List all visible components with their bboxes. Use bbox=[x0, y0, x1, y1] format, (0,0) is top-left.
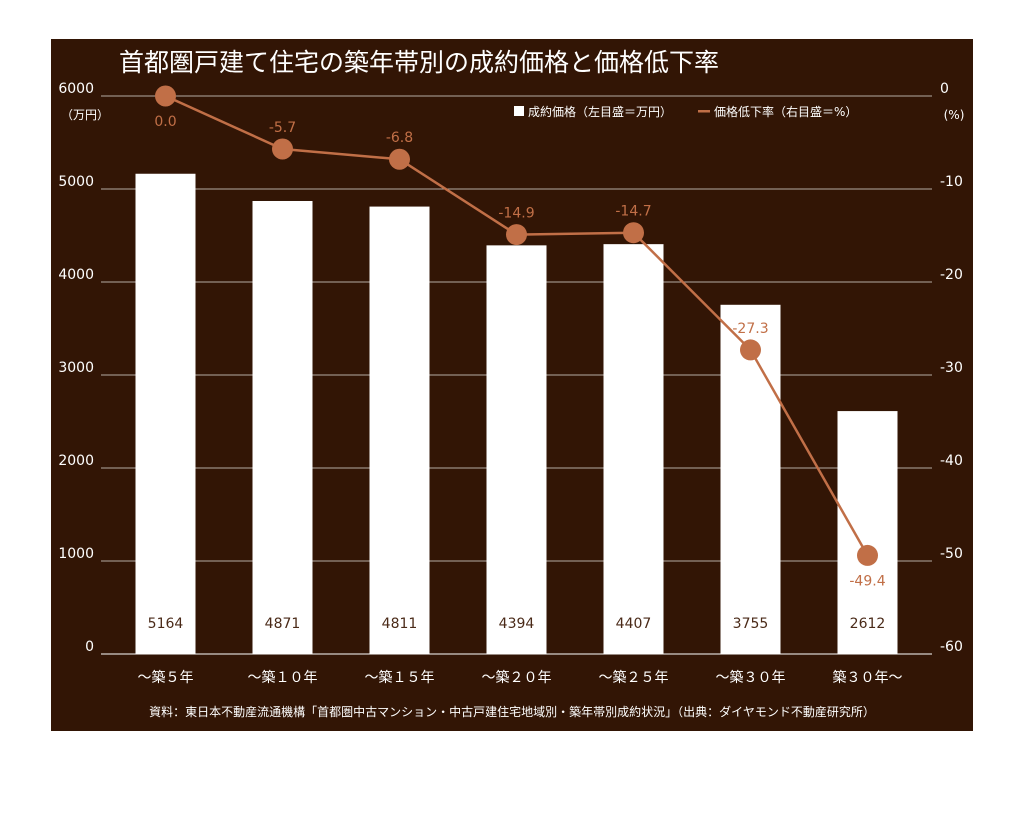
legend-bar-label: 成約価格（左目盛＝万円） bbox=[528, 104, 672, 119]
left-tick-label: 6000 bbox=[58, 81, 94, 97]
left-tick-label: 4000 bbox=[58, 267, 94, 283]
line-point bbox=[623, 222, 644, 244]
left-axis-unit: （万円） bbox=[61, 108, 109, 122]
bar-value-label: 4871 bbox=[265, 616, 301, 632]
bar bbox=[369, 206, 430, 654]
legend-line-label: 価格低下率（右目盛＝%） bbox=[714, 104, 857, 119]
line-value-label: 0.0 bbox=[154, 114, 176, 130]
bar-value-label: 4811 bbox=[382, 616, 418, 632]
line-value-label: -49.4 bbox=[849, 573, 885, 589]
left-tick-label: 1000 bbox=[58, 546, 94, 562]
line-series: 0.0 -5.7 -6.8 -14.9 -14.7 -27.3 -49.4 bbox=[154, 85, 886, 589]
line-value-label: -5.7 bbox=[269, 120, 296, 136]
line-point bbox=[389, 148, 410, 170]
chart: 首都圏戸建て住宅の築年帯別の成約価格と価格低下率 5164 4871 4811 439… bbox=[58, 48, 965, 719]
right-tick-label: -10 bbox=[940, 174, 963, 190]
bar bbox=[603, 244, 664, 655]
line-value-label: -27.3 bbox=[732, 321, 768, 337]
chart-panel: 首都圏戸建て住宅の築年帯別の成約価格と価格低下率 5164 4871 4811 439… bbox=[51, 39, 973, 731]
line-point bbox=[740, 339, 761, 361]
bar-value-label: 2612 bbox=[850, 616, 886, 632]
category-label: ～築２０年 bbox=[482, 670, 552, 686]
category-label: ～築３０年 bbox=[716, 670, 786, 686]
line-point bbox=[155, 85, 176, 107]
right-tick-label: -60 bbox=[940, 639, 963, 655]
category-label: 築３０年～ bbox=[833, 670, 903, 686]
left-tick-label: 3000 bbox=[58, 360, 94, 376]
bar bbox=[837, 411, 898, 654]
left-tick-label: 2000 bbox=[58, 453, 94, 469]
bar bbox=[252, 200, 313, 654]
source-note: 資料：東日本不動産流通機構「首都圏中古マンション・中古戸建住宅地域別・築年帯別成… bbox=[149, 704, 875, 719]
line-point bbox=[272, 138, 293, 160]
bars: 5164 4871 4811 4394 4407 3755 2612 bbox=[135, 173, 898, 655]
bar bbox=[135, 173, 196, 655]
legend-bar-swatch bbox=[514, 106, 524, 116]
category-label: ～築２５年 bbox=[599, 670, 669, 686]
bar bbox=[486, 245, 547, 654]
right-axis-unit: (%) bbox=[944, 108, 965, 122]
line-value-label: -14.9 bbox=[498, 206, 534, 222]
bar-value-label: 4394 bbox=[499, 616, 535, 632]
right-tick-label: -30 bbox=[940, 360, 963, 376]
line-point bbox=[506, 224, 527, 246]
axes: 6000 0 5000 -10 4000 -20 3000 -30 2000 -40 1000 -50… bbox=[58, 81, 963, 686]
right-tick-label: -40 bbox=[940, 453, 963, 469]
bar-value-label: 5164 bbox=[148, 616, 184, 632]
category-label: ～築１０年 bbox=[248, 670, 318, 686]
right-tick-label: -50 bbox=[940, 546, 963, 562]
legend-line-swatch bbox=[698, 110, 710, 113]
bar-value-label: 3755 bbox=[733, 616, 769, 632]
bar bbox=[720, 304, 781, 654]
left-tick-label: 0 bbox=[85, 639, 94, 655]
left-tick-label: 5000 bbox=[58, 174, 94, 190]
category-label: ～築５年 bbox=[138, 670, 194, 686]
chart-title: 首都圏戸建て住宅の築年帯別の成約価格と価格低下率 bbox=[119, 48, 719, 77]
right-tick-label: -20 bbox=[940, 267, 963, 283]
category-label: ～築１５年 bbox=[365, 670, 435, 686]
legend: 成約価格（左目盛＝万円） 価格低下率（右目盛＝%） bbox=[514, 104, 857, 119]
line-point bbox=[857, 544, 878, 566]
line-value-label: -14.7 bbox=[615, 204, 651, 220]
line-value-label: -6.8 bbox=[386, 130, 413, 146]
bar-value-label: 4407 bbox=[616, 616, 652, 632]
right-tick-label: 0 bbox=[940, 81, 949, 97]
